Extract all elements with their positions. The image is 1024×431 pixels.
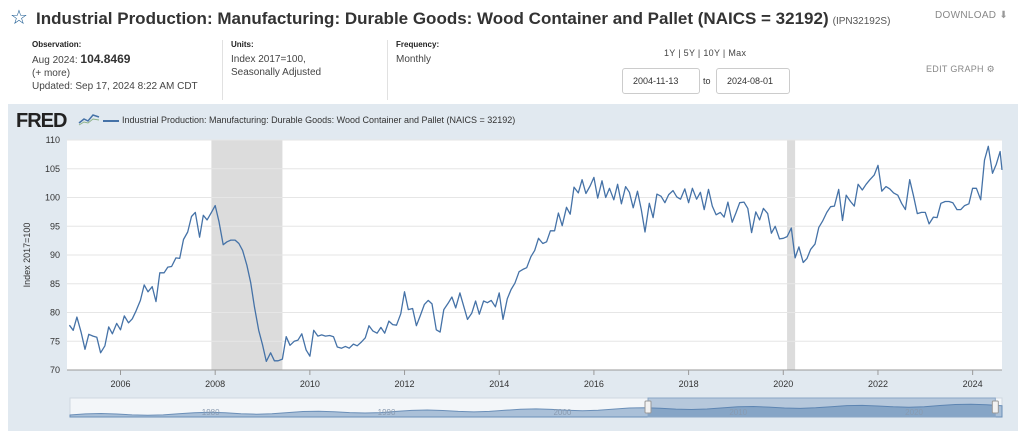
units-line2: Seasonally Adjusted [231, 67, 322, 78]
x-tick-label: 2018 [679, 379, 699, 389]
y-tick-label: 95 [50, 221, 60, 231]
navigator-handle[interactable] [991, 400, 999, 414]
navigator-label: 2000 [553, 408, 571, 417]
page-title: Industrial Production: Manufacturing: Du… [36, 9, 890, 29]
download-button[interactable]: DOWNLOAD ⬇ [935, 10, 1008, 21]
range-links[interactable]: 1Y | 5Y | 10Y | Max [664, 48, 747, 58]
x-tick-label: 2016 [584, 379, 604, 389]
observation-block: Observation: Aug 2024: 104.8469 (+ more)… [32, 40, 222, 100]
download-label: DOWNLOAD [935, 10, 997, 21]
chart-legend: Industrial Production: Manufacturing: Du… [103, 115, 515, 125]
navigator-label: 1980 [202, 408, 220, 417]
units-line1: Index 2017=100, [231, 54, 306, 65]
frequency-label: Frequency: [396, 40, 440, 49]
x-tick-label: 2012 [395, 379, 415, 389]
x-tick-label: 2006 [110, 379, 130, 389]
x-tick-label: 2008 [205, 379, 225, 389]
units-label: Units: [231, 40, 254, 49]
fred-logo: FRED [16, 110, 67, 132]
y-axis-label: Index 2017=100 [22, 223, 32, 288]
edit-graph-button[interactable]: EDIT GRAPH ⚙ [926, 64, 995, 75]
star-outline-icon[interactable]: ☆ [10, 7, 28, 29]
date-to-label: to [703, 76, 711, 86]
y-tick-label: 105 [45, 164, 60, 174]
series-title: Industrial Production: Manufacturing: Du… [36, 9, 829, 28]
y-tick-label: 100 [45, 193, 60, 203]
observation-label: Observation: [32, 40, 82, 49]
series-id: (IPN32192S) [832, 16, 891, 27]
y-tick-label: 85 [50, 279, 60, 289]
edit-graph-label: EDIT GRAPH [926, 64, 984, 74]
more-link[interactable]: (+ more) [32, 68, 71, 79]
x-tick-label: 2010 [300, 379, 320, 389]
end-date-input[interactable]: 2024-08-01 [716, 68, 790, 94]
y-tick-label: 75 [50, 336, 60, 346]
navigator-label: 2010 [729, 408, 747, 417]
legend-swatch [103, 119, 119, 122]
y-tick-label: 110 [46, 135, 60, 145]
navigator-selection [647, 397, 996, 418]
fred-spark-icon [78, 114, 100, 126]
y-tick-label: 90 [50, 250, 60, 260]
x-tick-label: 2020 [773, 379, 793, 389]
frequency-value: Monthly [396, 54, 432, 65]
start-date-input[interactable]: 2004-11-13 [622, 68, 700, 94]
download-icon: ⬇ [999, 10, 1008, 21]
x-tick-label: 2022 [868, 379, 888, 389]
series-line [68, 145, 1003, 363]
navigator-handle[interactable] [644, 400, 652, 414]
units-block: Units: Index 2017=100, Seasonally Adjust… [222, 40, 387, 100]
y-tick-label: 70 [50, 365, 60, 375]
frequency-block: Frequency: Monthly [387, 40, 507, 100]
gear-icon: ⚙ [986, 64, 996, 74]
observation-value: 104.8469 [80, 52, 131, 66]
legend-label: Industrial Production: Manufacturing: Du… [122, 115, 516, 125]
observation-date: Aug 2024: [32, 55, 78, 66]
navigator-label: 2020 [905, 408, 923, 417]
navigator-label: 1990 [378, 408, 396, 417]
navigator-area [69, 403, 1003, 418]
graph-panel: FRED Industrial Production: Manufacturin… [8, 104, 1018, 431]
updated-text: Updated: Sep 17, 2024 8:22 AM CDT [32, 81, 198, 92]
y-tick-label: 80 [50, 308, 60, 318]
x-tick-label: 2024 [963, 379, 983, 389]
title-row: ☆ Industrial Production: Manufacturing: … [10, 7, 1014, 31]
x-tick-label: 2014 [489, 379, 509, 389]
line-chart[interactable]: 70 75 80 85 90 95 100 105 110 2006 2008 2010 2012 201… [8, 104, 1018, 431]
